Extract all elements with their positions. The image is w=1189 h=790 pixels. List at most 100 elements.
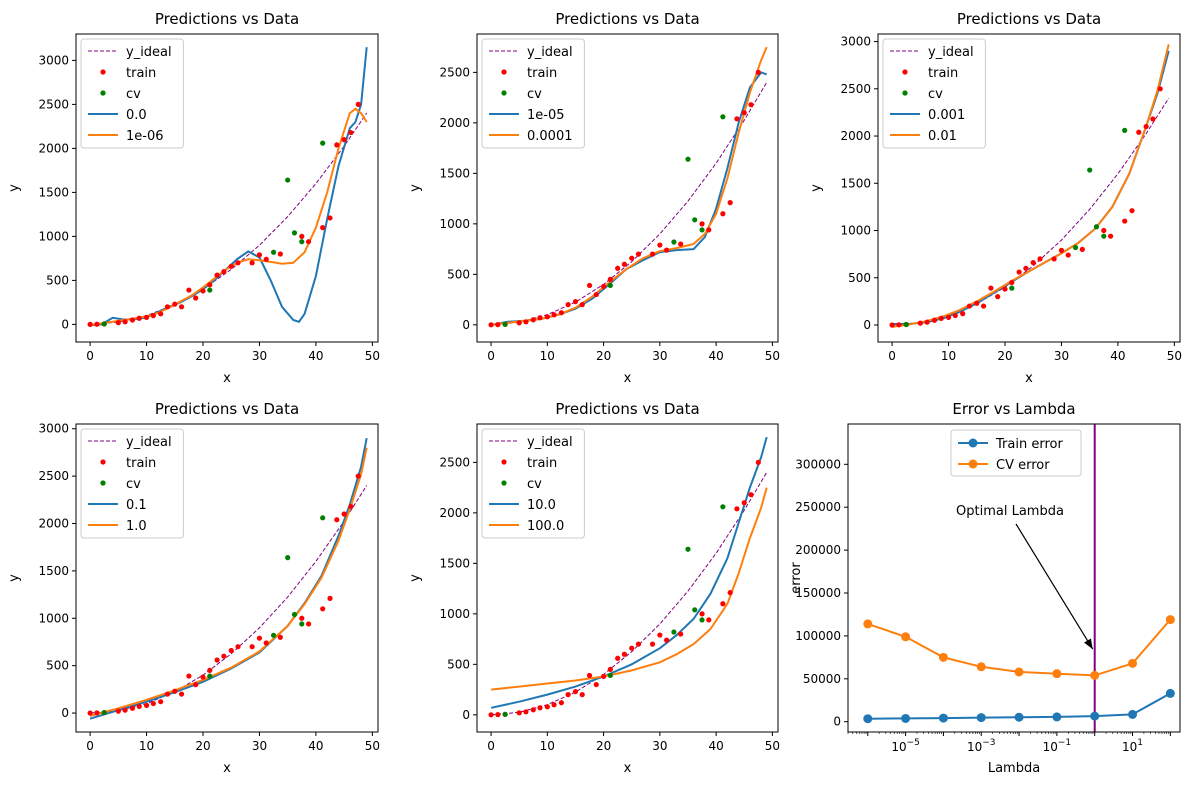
- series-marker-CV error: [938, 652, 948, 662]
- train-point: [600, 673, 607, 680]
- train-point: [1079, 246, 1085, 253]
- train-point: [263, 256, 269, 262]
- series-line-y_ideal: [90, 485, 368, 714]
- train-point: [277, 251, 283, 257]
- axes-frame: [847, 423, 1181, 733]
- train-point: [341, 511, 347, 517]
- legend-label: train: [527, 66, 557, 81]
- y-axis-label: error: [789, 562, 804, 594]
- train-point: [889, 322, 895, 328]
- train-point: [931, 317, 938, 323]
- series-marker-CV error: [1052, 669, 1062, 679]
- train-point: [193, 295, 199, 301]
- cv-point: [270, 249, 277, 255]
- train-point: [558, 700, 564, 706]
- train-point: [530, 317, 536, 323]
- train-point: [649, 641, 656, 647]
- legend-swatch-train: [501, 459, 507, 465]
- y-axis-label: y: [7, 184, 22, 192]
- legend-box: [481, 428, 585, 539]
- train-point: [657, 242, 663, 248]
- y-tick-label: 1500: [439, 166, 470, 180]
- cv-point: [720, 504, 726, 510]
- x-tick-label: 30: [652, 739, 667, 753]
- series-marker-Train error: [1014, 712, 1024, 722]
- train-point: [734, 506, 740, 512]
- train-point: [150, 313, 156, 319]
- y-tick-label: 0: [61, 317, 69, 331]
- x-tick-label: 30: [252, 349, 267, 363]
- train-point: [305, 621, 312, 627]
- y-tick-label: 100000: [795, 629, 841, 643]
- cv-point: [502, 321, 508, 327]
- train-point: [200, 288, 206, 294]
- train-point: [579, 692, 585, 698]
- series-marker-Train error: [976, 713, 986, 723]
- y-tick-label: 50000: [803, 672, 841, 686]
- train-point: [586, 672, 593, 679]
- cv-point: [1087, 167, 1093, 173]
- train-point: [348, 503, 354, 510]
- train-point: [249, 644, 255, 650]
- x-tick-label: 20: [195, 349, 210, 363]
- axes-frame: [75, 423, 379, 733]
- cv-point: [699, 227, 705, 233]
- x-tick-label: 50: [765, 739, 780, 753]
- x-tick-label: 50: [365, 349, 380, 363]
- train-point: [495, 322, 501, 328]
- legend-label: 1.0: [126, 519, 147, 534]
- chart-title: Error vs Lambda: [952, 400, 1075, 418]
- train-point: [551, 312, 557, 318]
- x-tick-label: 0: [888, 349, 896, 363]
- train-point: [544, 314, 550, 320]
- train-point: [1002, 286, 1008, 292]
- plot-area: [488, 436, 768, 718]
- train-point: [988, 285, 994, 291]
- series-line-y_ideal: [90, 112, 368, 325]
- y-tick-label: 500: [848, 271, 871, 285]
- train-point: [600, 283, 607, 290]
- train-point: [348, 129, 354, 136]
- cv-point: [1122, 127, 1128, 133]
- train-point: [720, 601, 726, 607]
- cv-point: [671, 629, 677, 635]
- train-point: [960, 311, 966, 317]
- train-point: [1023, 265, 1029, 271]
- legend-label: 100.0: [527, 519, 564, 534]
- x-tick-label: 20: [195, 739, 210, 753]
- cv-point: [692, 217, 698, 223]
- cv-point: [1101, 233, 1107, 239]
- y-tick-label: 1500: [38, 185, 69, 199]
- axes-frame: [877, 33, 1181, 343]
- legend: Train error CV error: [950, 429, 1082, 477]
- train-point: [664, 637, 670, 643]
- train-point: [678, 241, 684, 247]
- legend-swatch-train: [902, 69, 908, 75]
- train-point: [1058, 247, 1065, 253]
- train-point: [136, 703, 142, 710]
- train-point: [193, 682, 199, 688]
- cv-point: [101, 321, 107, 327]
- train-point: [320, 225, 326, 231]
- train-point: [706, 227, 712, 233]
- y-tick-label: 2500: [439, 65, 470, 79]
- train-point: [1101, 227, 1107, 234]
- cv-point: [671, 239, 677, 245]
- train-point: [214, 272, 220, 278]
- train-point: [544, 704, 550, 710]
- train-point: [207, 667, 213, 674]
- x-tick-label: 20: [596, 739, 611, 753]
- y-tick-label: 500: [447, 267, 470, 281]
- legend-label: 0.1: [126, 498, 147, 513]
- y-tick-label: 200000: [795, 543, 841, 557]
- x-tick-label: 10: [139, 349, 154, 363]
- series-marker-Train error: [1090, 711, 1100, 721]
- train-point: [1136, 129, 1142, 135]
- train-point: [249, 260, 255, 266]
- train-point: [488, 322, 494, 328]
- y-axis-label: y: [408, 574, 423, 582]
- x-tick-label: 0: [86, 349, 94, 363]
- train-point: [228, 647, 234, 654]
- x-tick-label: 10: [139, 739, 154, 753]
